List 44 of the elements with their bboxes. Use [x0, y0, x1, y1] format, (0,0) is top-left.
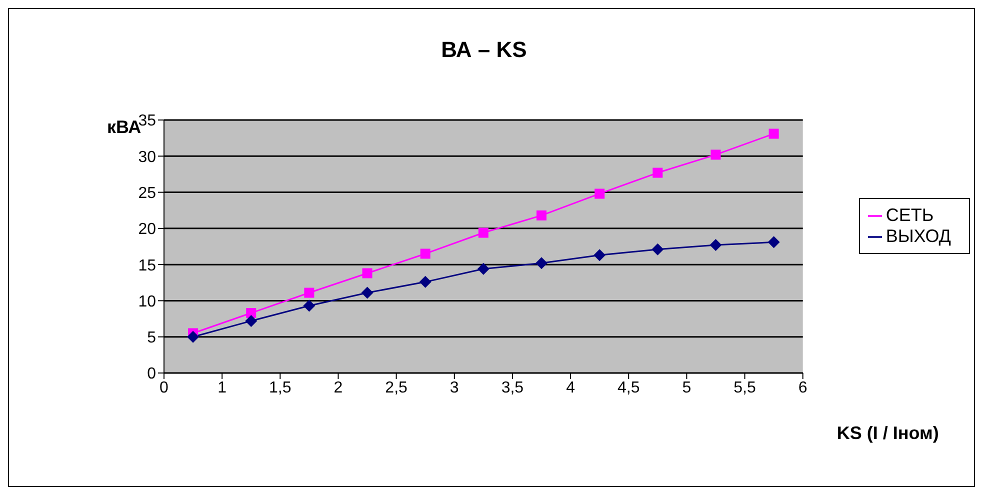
- y-tick-label: 0: [147, 366, 156, 383]
- x-axis-title: KS (I / Iном): [836, 423, 939, 443]
- x-tick-label: 4,5: [617, 379, 640, 396]
- y-tick-label: 5: [147, 330, 156, 347]
- legend-label: ВЫХОД: [886, 226, 951, 246]
- legend-label: СЕТЬ: [886, 205, 934, 225]
- x-tick-label: 5: [682, 379, 692, 396]
- x-tick-label: 6: [798, 379, 808, 396]
- point: [420, 248, 430, 259]
- point: [536, 210, 546, 220]
- point: [187, 330, 200, 343]
- point: [361, 286, 374, 299]
- chart-title: ВА – KS: [440, 37, 528, 63]
- point: [768, 128, 779, 139]
- point: [652, 168, 663, 178]
- x-tick-label: 5,5: [734, 379, 756, 396]
- point: [246, 308, 256, 318]
- y-tick-label: 15: [138, 257, 156, 274]
- y-tick-label: 30: [138, 148, 156, 166]
- point: [594, 188, 605, 199]
- point: [710, 239, 722, 252]
- x-tick-label: 3,5: [501, 379, 524, 396]
- point: [245, 314, 258, 327]
- point: [536, 257, 548, 270]
- point: [419, 276, 432, 288]
- point: [304, 288, 314, 298]
- point: [477, 262, 490, 275]
- point: [303, 300, 316, 312]
- x-tick-label: 4: [566, 379, 576, 396]
- y-tick-label: 20: [138, 221, 156, 238]
- x-tick-label: 3: [450, 379, 459, 396]
- x-tick-label: 0: [160, 379, 169, 396]
- x-tick-label: 2: [334, 379, 343, 396]
- point: [710, 150, 721, 160]
- x-tick-label: 1: [218, 379, 227, 396]
- y-tick-label: 10: [138, 293, 156, 310]
- y-tick-label: 25: [138, 184, 156, 202]
- point: [768, 236, 780, 248]
- point: [362, 268, 372, 278]
- x-tick-label: 2,5: [385, 379, 408, 396]
- point: [478, 228, 488, 238]
- x-tick-label: 1,5: [269, 379, 292, 396]
- point: [594, 249, 606, 262]
- point: [652, 243, 664, 256]
